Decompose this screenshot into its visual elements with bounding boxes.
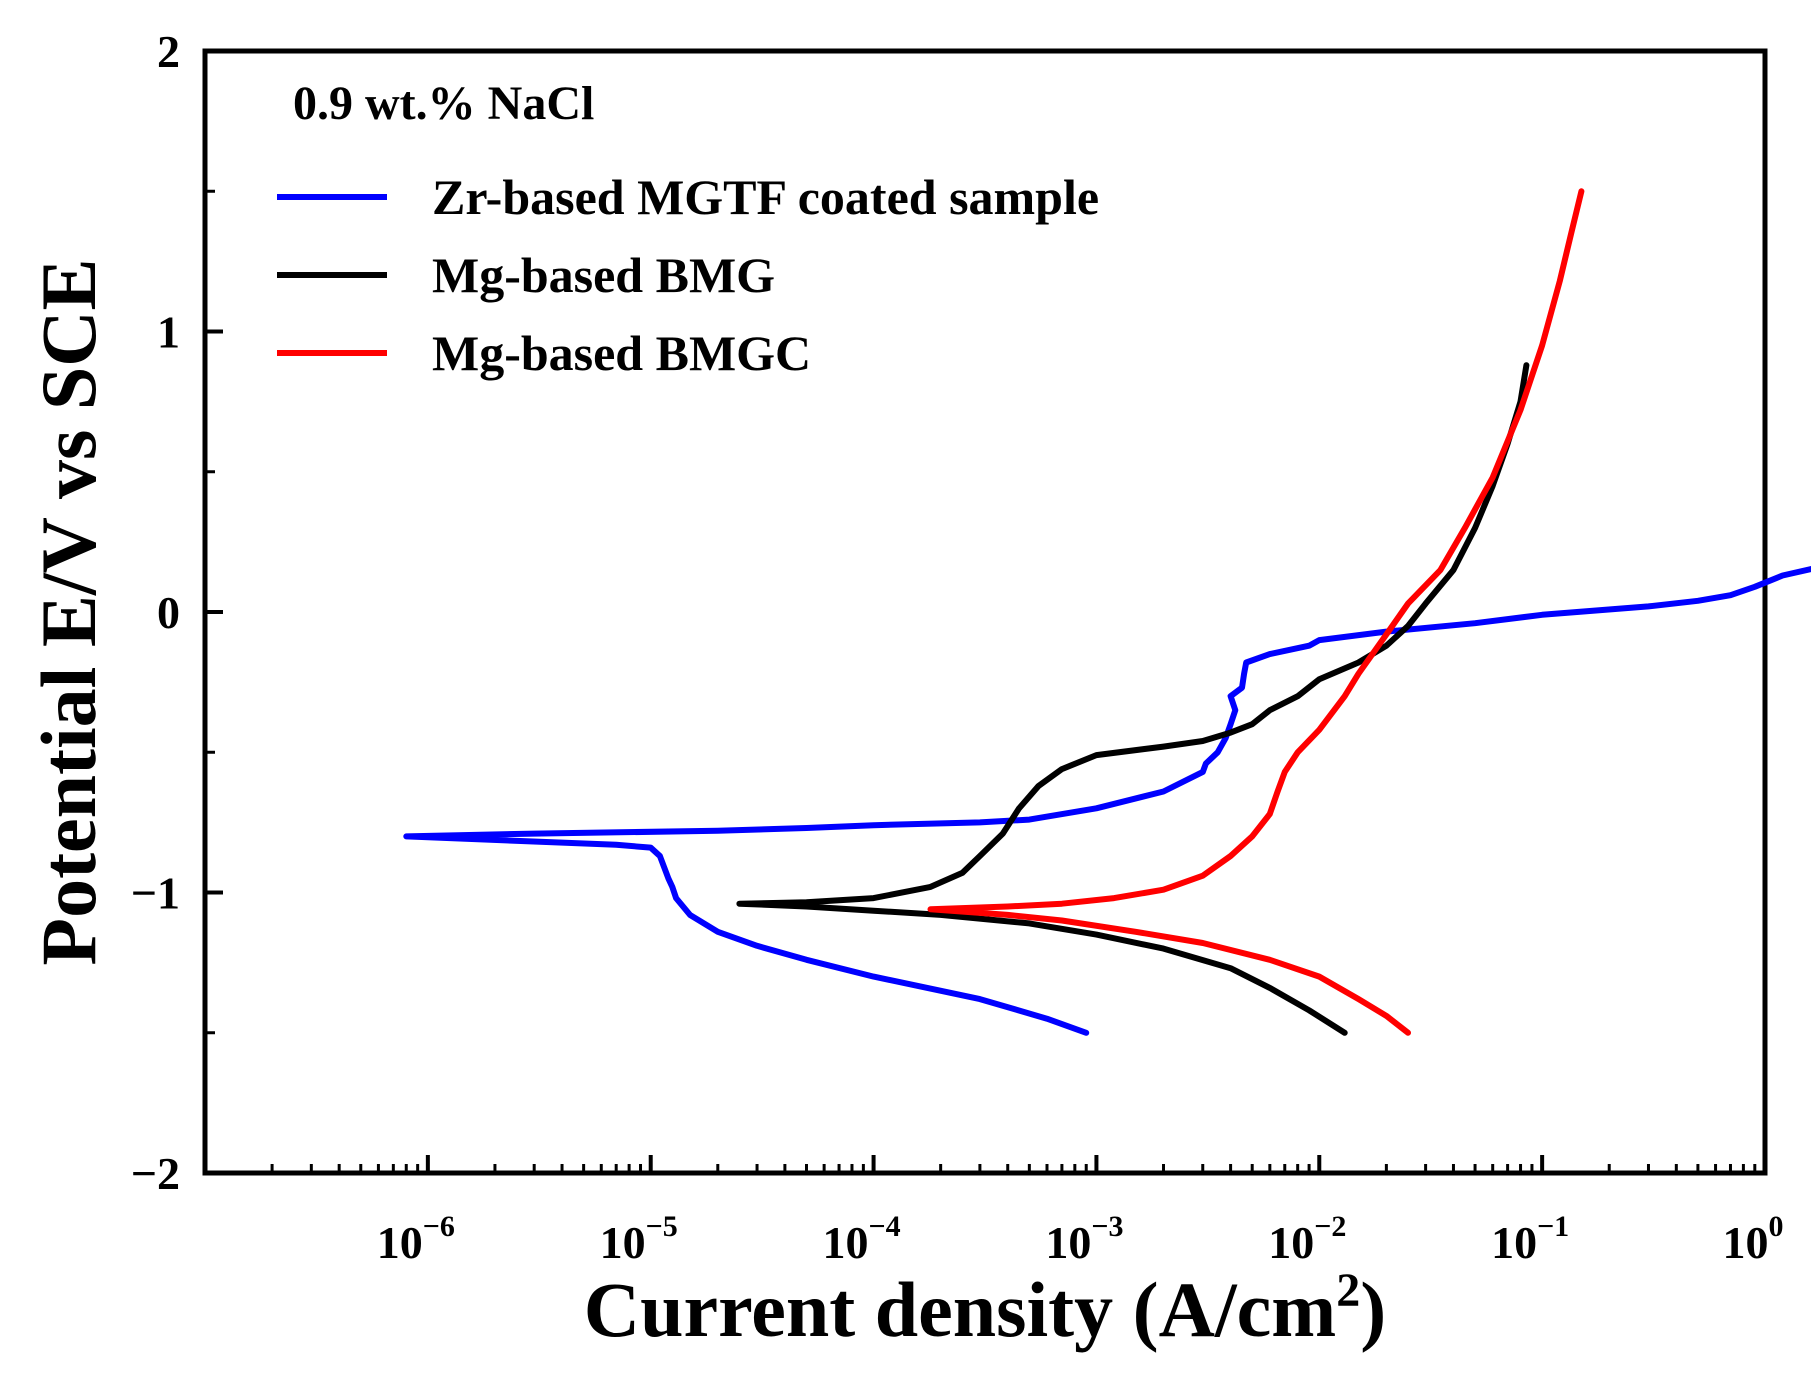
y-tick-label: 0: [157, 587, 180, 638]
axis-ticks: 10−6 10−5 10−4 10−3 10−2 10−1 100 −2 −1 0 1 2: [131, 26, 1784, 1268]
y-tick-label: 1: [157, 307, 180, 358]
y-tick-label: 2: [157, 26, 180, 77]
y-tick-label: −1: [131, 868, 180, 919]
legend-label-1: Zr-based MGTF coated sample: [432, 169, 1099, 225]
series-layer: [403, 188, 1811, 1036]
y-axis-title: Potential E/V vs SCE: [25, 258, 112, 965]
x-axis-title: Current density (A/cm2): [584, 1264, 1386, 1353]
legend-label-3: Mg-based BMGC: [432, 325, 811, 381]
x-axis-title-main: Current density (A/cm: [584, 1266, 1336, 1353]
x-tick-label: 10−1: [1491, 1210, 1569, 1268]
series-line-2: [736, 362, 1530, 1036]
x-tick-label: 10−6: [377, 1210, 455, 1268]
legend: Zr-based MGTF coated sample Mg-based BMG M…: [277, 169, 1099, 381]
x-axis-title-suffix: ): [1360, 1266, 1386, 1353]
x-axis-title-sup: 2: [1336, 1264, 1360, 1317]
series-line-1: [403, 565, 1811, 1036]
x-tick-label: 10−3: [1045, 1210, 1123, 1268]
y-tick-label: −2: [131, 1148, 180, 1199]
x-tick-label: 100: [1723, 1210, 1784, 1268]
x-tick-label: 10−5: [600, 1210, 678, 1268]
x-tick-label: 10−4: [823, 1210, 901, 1268]
legend-label-2: Mg-based BMG: [432, 247, 775, 303]
series-line-3: [927, 188, 1585, 1036]
annotation-electrolyte: 0.9 wt.% NaCl: [293, 77, 594, 130]
x-tick-label: 10−2: [1268, 1210, 1346, 1268]
